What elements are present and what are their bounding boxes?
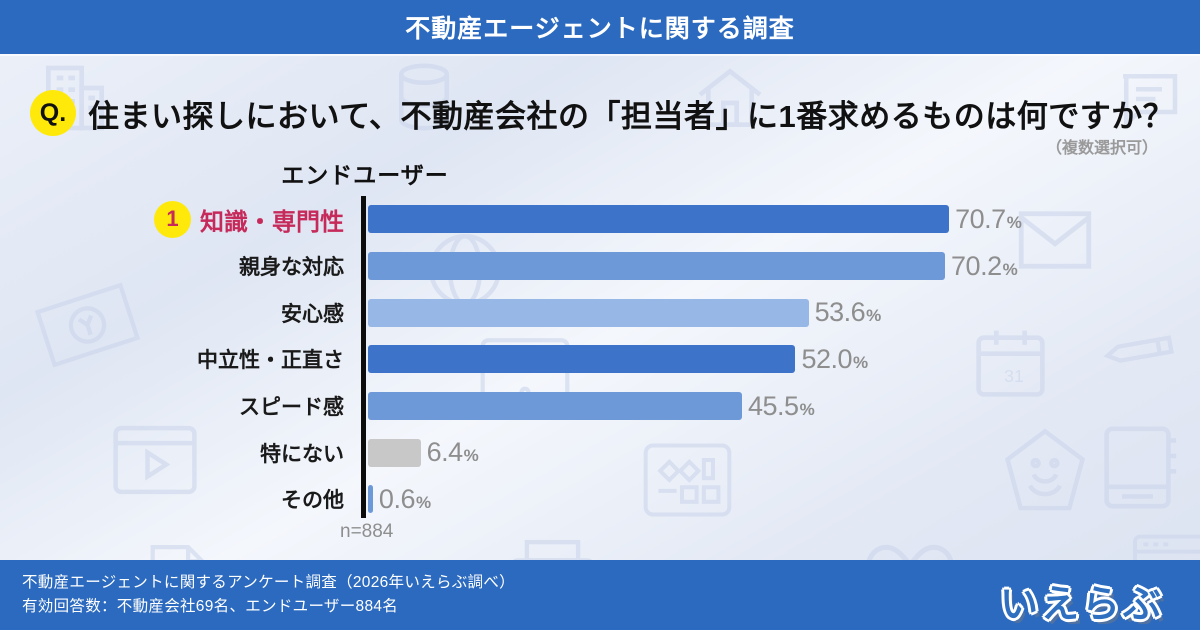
multi-select-note: （複数選択可） [1045,140,1158,157]
value-label: 52.0% [801,343,868,374]
percent-sign: % [463,446,479,466]
value-label: 70.7% [955,203,1022,234]
value-bar [368,392,742,421]
chart-row: 親身な対応 70.2% [0,243,1200,290]
category-label: スピード感 [0,391,356,421]
category-label: その他 [0,484,356,514]
category-label: 1 知識・専門性 [0,200,356,238]
chart-row: 中立性・正直さ 52.0% [0,336,1200,383]
category-label: 安心感 [0,298,356,328]
percent-sign: % [799,399,815,419]
watermark-mascot-icon [1000,425,1090,520]
question-badge: Q. [30,90,76,136]
category-label-text: 知識・専門性 [200,208,344,236]
category-label: 中立性・正直さ [0,344,356,374]
category-label-text: 安心感 [281,302,344,326]
chart-row: 安心感 53.6% [0,289,1200,336]
value-bar [368,205,950,234]
footer-source-text: 不動産エージェントに関するアンケート調査（2026年いえらぶ調べ） 有効回答数：… [22,571,515,619]
value-label: 6.4% [426,437,479,468]
watermark-calendar-icon: 31 [968,320,1053,405]
watermark-mail-icon [1005,195,1105,285]
watermark-banknote-icon [32,277,144,373]
sample-size-note: n=884 [340,521,394,542]
header-banner: 不動産エージェントに関する調査 [0,0,1200,54]
percent-sign: % [415,492,431,512]
question-text: 住まい探しにおいて、不動産会社の「担当者」に1番求めるものは何ですか？ [88,99,1175,134]
ielove-logo: いえらぶ [999,584,1164,626]
chart-row: その他 0.6% [0,476,1200,523]
category-label: 特にない [0,438,356,468]
value-bar [368,438,421,467]
chart-row: スピード感 45.5% [0,383,1200,430]
value-bar [368,252,946,281]
value-bar [368,345,796,374]
footer-line2: 有効回答数：不動産会社69名、エンドユーザー884名 [22,598,399,615]
watermark-card-diamonds-icon [640,440,735,520]
watermark-film-icon [1095,420,1180,515]
watermark-house-icon [690,58,770,138]
watermark-speech-bubble-icon [1110,60,1188,138]
watermark-database-icon [385,58,463,136]
category-label-text: 中立性・正直さ [197,349,344,373]
percent-sign: % [866,306,881,326]
category-label-text: その他 [281,489,344,513]
footer-line1: 不動産エージェントに関するアンケート調査（2026年いえらぶ調べ） [22,574,515,591]
page-title: 不動産エージェントに関する調査 [405,15,795,43]
percent-sign: % [1002,259,1018,279]
value-bar [368,298,809,327]
watermark-pencil-icon [1084,294,1195,405]
chart-row: 特にない 6.4% [0,429,1200,476]
value-label: 53.6% [814,297,882,328]
bar-chart: 1 知識・専門性 70.7% 親身な対応 70.2% 安心感 53.6% 中立性・正直さ 52.… [0,196,1200,523]
category-label-text: 特にない [260,442,344,466]
percent-sign: % [853,352,868,372]
value-label: 45.5% [748,390,815,421]
chart-axis-line [361,196,366,518]
question-badge-label: Q. [39,98,67,127]
chart-row: 1 知識・専門性 70.7% [0,196,1200,243]
value-label: 0.6% [378,483,431,514]
chart-group-title: エンドユーザー [281,162,449,188]
value-label: 70.2% [951,250,1018,281]
percent-sign: % [1006,212,1022,232]
footer-banner: 不動産エージェントに関するアンケート調査（2026年いえらぶ調べ） 有効回答数：… [0,560,1200,630]
category-label: 親身な対応 [0,251,356,281]
rank-1-badge: 1 [154,200,191,238]
svg-text:31: 31 [1004,366,1024,386]
category-label-text: スピード感 [239,396,344,420]
watermark-play-icon [110,420,200,500]
value-bar [368,485,373,514]
category-label-text: 親身な対応 [239,256,344,280]
